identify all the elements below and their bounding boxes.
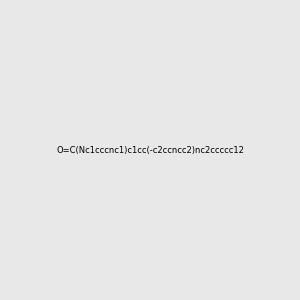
Text: O=C(Nc1cccnc1)c1cc(-c2ccncc2)nc2ccccc12: O=C(Nc1cccnc1)c1cc(-c2ccncc2)nc2ccccc12 — [56, 146, 244, 154]
